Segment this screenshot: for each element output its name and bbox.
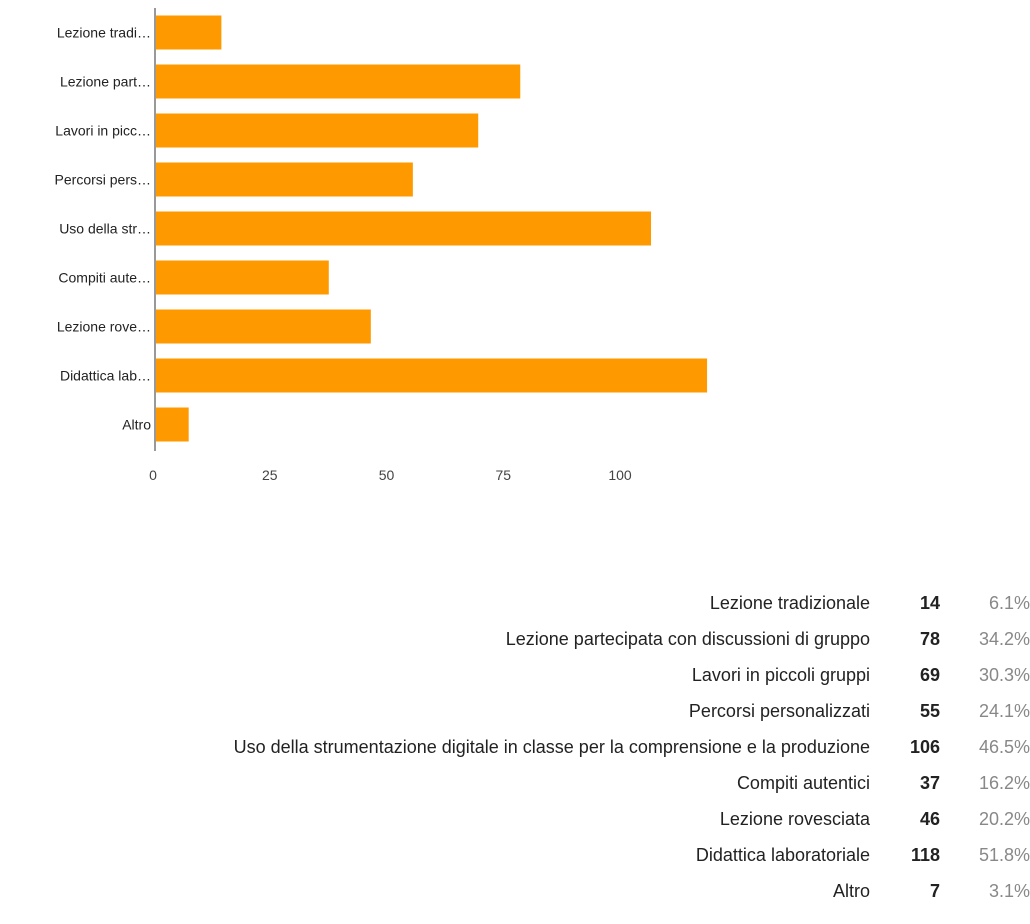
summary-row: Didattica laboratoriale 118 51.8% xyxy=(0,838,1030,874)
summary-count: 55 xyxy=(919,700,940,721)
bar xyxy=(156,162,413,197)
summary-count: 106 xyxy=(909,736,940,757)
summary-count: 14 xyxy=(919,592,940,613)
summary-percent: 6.1% xyxy=(988,592,1030,613)
summary-label: Percorsi personalizzati xyxy=(688,700,870,721)
summary-label: Lezione partecipata con discussioni di g… xyxy=(505,628,870,649)
summary-count: 78 xyxy=(919,628,940,649)
summary-label: Lavori in piccoli gruppi xyxy=(691,664,870,685)
bar xyxy=(156,15,222,50)
summary-row: Lezione rovesciata 46 20.2% xyxy=(0,802,1030,838)
summary-count: 7 xyxy=(929,881,940,902)
summary-count: 118 xyxy=(910,845,940,866)
summary-row: Lezione partecipata con discussioni di g… xyxy=(0,621,1030,657)
x-tick-label: 50 xyxy=(379,467,395,483)
category-label: Lezione part… xyxy=(60,74,151,90)
summary-percent: 20.2% xyxy=(978,809,1030,830)
summary-percent: 24.1% xyxy=(978,700,1030,721)
summary-count: 69 xyxy=(919,664,940,685)
x-tick-label: 0 xyxy=(149,467,157,483)
bar xyxy=(156,211,652,246)
summary-percent: 51.8% xyxy=(978,845,1030,866)
bar xyxy=(156,260,329,295)
summary-row: Lavori in piccoli gruppi 69 30.3% xyxy=(0,657,1030,693)
summary-label: Altro xyxy=(832,881,870,902)
bar xyxy=(156,407,189,442)
summary-label: Lezione rovesciata xyxy=(719,809,870,830)
summary-label: Uso della strumentazione digitale in cla… xyxy=(233,736,870,757)
category-label: Lavori in picc… xyxy=(55,123,151,139)
category-label: Uso della str… xyxy=(59,221,151,237)
summary-percent: 3.1% xyxy=(988,881,1030,902)
summary-count: 37 xyxy=(919,773,940,794)
summary-label: Didattica laboratoriale xyxy=(695,845,870,866)
bar xyxy=(156,358,708,393)
category-label: Didattica lab… xyxy=(60,368,151,384)
category-label: Lezione tradi… xyxy=(57,25,151,41)
x-tick-label: 25 xyxy=(262,467,278,483)
summary-row: Uso della strumentazione digitale in cla… xyxy=(0,729,1030,765)
summary-row: Lezione tradizionale 14 6.1% xyxy=(0,585,1030,621)
summary-row: Percorsi personalizzati 55 24.1% xyxy=(0,693,1030,729)
category-label: Compiti aute… xyxy=(58,270,151,286)
x-tick-label: 75 xyxy=(495,467,511,483)
bar xyxy=(156,113,479,148)
summary-row: Altro 7 3.1% xyxy=(0,874,1030,910)
category-label: Lezione rove… xyxy=(57,319,151,335)
summary-table: Lezione tradizionale 14 6.1% Lezione partec… xyxy=(0,585,1030,910)
summary-count: 46 xyxy=(919,809,940,830)
bar xyxy=(156,64,521,99)
category-label: Altro xyxy=(122,417,151,433)
summary-percent: 30.3% xyxy=(978,664,1030,685)
category-label: Percorsi pers… xyxy=(55,172,151,188)
bar xyxy=(156,309,371,344)
summary-percent: 46.5% xyxy=(978,736,1030,757)
summary-row: Compiti autentici 37 16.2% xyxy=(0,765,1030,801)
bar-chart: Lezione tradi… Lezione part… Lavori in pic… xyxy=(55,8,708,483)
summary-label: Lezione tradizionale xyxy=(709,592,870,613)
summary-percent: 16.2% xyxy=(978,773,1030,794)
summary-label: Compiti autentici xyxy=(736,773,870,794)
x-tick-label: 100 xyxy=(608,467,632,483)
summary-percent: 34.2% xyxy=(978,628,1030,649)
